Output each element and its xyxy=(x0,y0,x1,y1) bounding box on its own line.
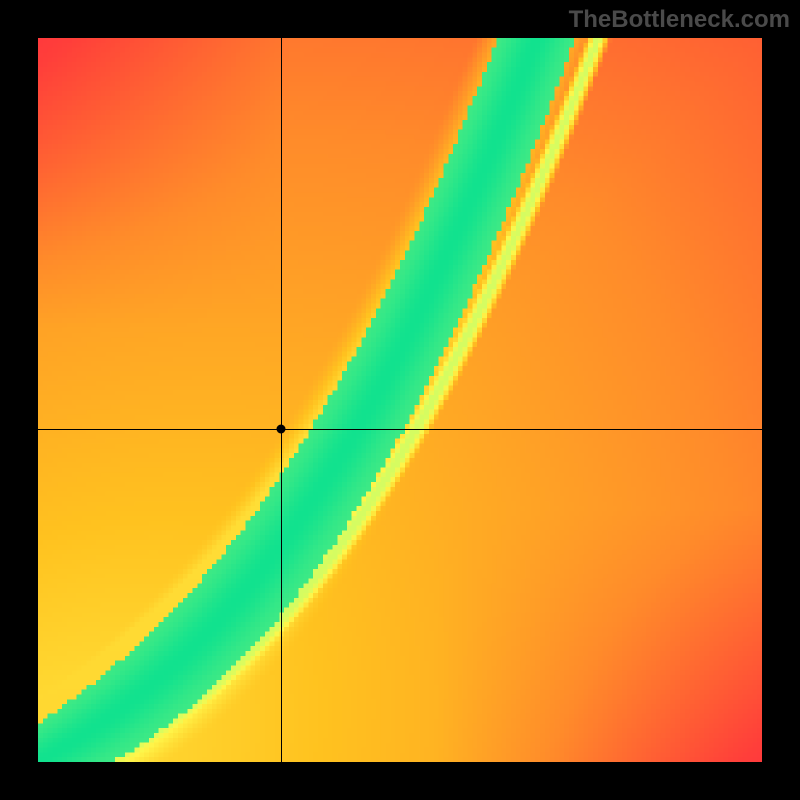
crosshair-dot xyxy=(276,424,285,433)
crosshair-vertical xyxy=(281,38,282,762)
plot-area xyxy=(38,38,762,762)
heatmap-canvas xyxy=(38,38,762,762)
crosshair-horizontal xyxy=(38,429,762,430)
watermark-text: TheBottleneck.com xyxy=(569,6,790,34)
